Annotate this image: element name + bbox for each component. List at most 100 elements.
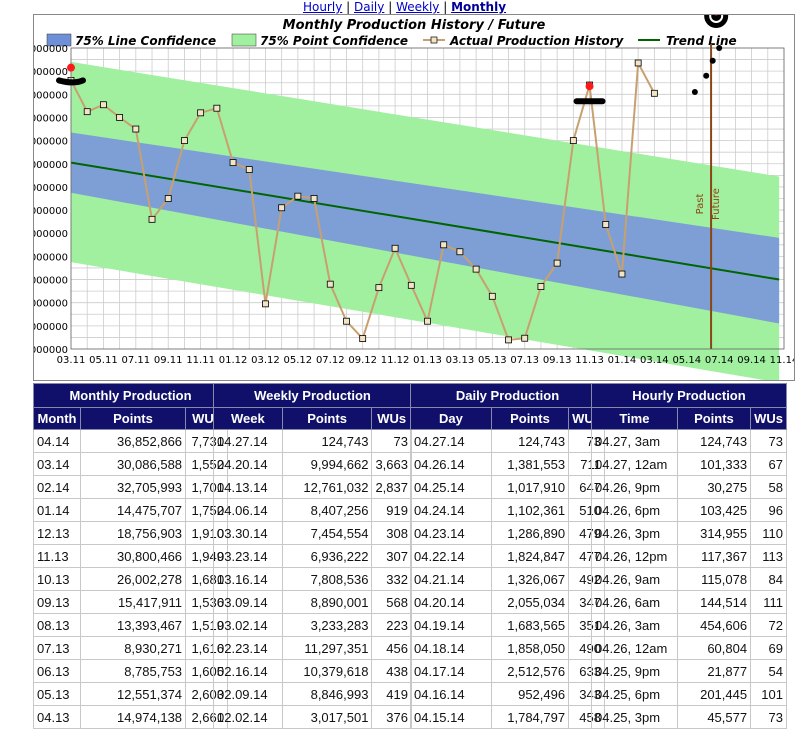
- actual-production-point: [424, 317, 431, 325]
- table-cell: 1,381,553: [490, 452, 570, 476]
- x-tick-label: 03.13: [446, 355, 475, 366]
- production-table-daily: Daily Production Day Points WUs 04.27.14 124,…: [410, 383, 605, 729]
- future-label: Future: [711, 188, 722, 220]
- table-row: 12.13 18,756,903 1,910: [33, 521, 228, 545]
- table-cell: 1,683,565: [490, 613, 570, 637]
- x-tick-label: 09.14: [737, 355, 766, 366]
- table-row: 03.23.14 6,936,222 307: [213, 544, 412, 568]
- table-cell: 7,808,536: [281, 567, 373, 591]
- actual-production-point: [245, 166, 253, 173]
- x-tick-label: 07.12: [316, 355, 345, 366]
- table-cell: 02.14: [33, 475, 81, 499]
- table-row: 04.25, 3pm 45,577 73: [591, 705, 787, 729]
- table-cell: 04.26, 6pm: [591, 498, 678, 522]
- actual-production-point: [618, 270, 626, 278]
- x-tick-label: 07.14: [705, 355, 734, 366]
- table-cell: 9,994,662: [281, 452, 373, 476]
- table-row: 04.27.14 124,743 73: [410, 429, 605, 453]
- table-cell: 73: [371, 429, 412, 453]
- highlight-marker: [585, 82, 594, 91]
- table-cell: 04.26, 6am: [591, 590, 678, 614]
- table-row: 04.17.14 2,512,576 633: [410, 659, 605, 683]
- x-tick-label: 01.13: [413, 355, 442, 366]
- x-axis: 03.11 05.11 07.11 09.11 11.11 01.12 03.12 05.12…: [57, 47, 798, 366]
- table-cell: 03.02.14: [213, 613, 283, 637]
- table-cell: 03.23.14: [213, 544, 283, 568]
- column-header: Points: [79, 407, 187, 430]
- plot-border: [70, 47, 785, 350]
- actual-production-point: [569, 137, 577, 144]
- table-cell: 04.25, 9pm: [591, 659, 678, 683]
- table-row: 06.13 8,785,753 1,605: [33, 659, 228, 683]
- tab-monthly[interactable]: Monthly: [451, 0, 507, 14]
- table-cell: 332: [371, 567, 412, 591]
- table-cell: 26,002,278: [79, 567, 187, 591]
- table-cell: 02.16.14: [213, 659, 283, 683]
- legend-label-trend-line: Trend Line: [666, 34, 737, 48]
- table-row: 04.26, 6pm 103,425 96: [591, 498, 787, 522]
- tab-daily[interactable]: Daily: [354, 0, 385, 14]
- table-row: 04.15.14 1,784,797 458: [410, 705, 605, 729]
- table-cell: 2,837: [371, 475, 412, 499]
- table-cell: 8,846,993: [281, 682, 373, 706]
- table-cell: 02.09.14: [213, 682, 283, 706]
- table-row: 04.23.14 1,286,890 479: [410, 521, 605, 545]
- x-tick-label: 01.14: [608, 355, 637, 366]
- actual-production-point: [343, 317, 350, 325]
- table-cell: 8,785,753: [79, 659, 187, 683]
- table-row: 02.02.14 3,017,501 376: [213, 705, 412, 729]
- table-cell: 6,936,222: [281, 544, 373, 568]
- table-cell: 14,475,707: [79, 498, 187, 522]
- actual-production-point: [278, 204, 286, 212]
- table-cell: 04.25.14: [410, 475, 492, 499]
- tab-hourly[interactable]: Hourly: [302, 0, 343, 14]
- table-cell: 84: [750, 567, 787, 591]
- table-cell: 04.17.14: [410, 659, 492, 683]
- table-cell: 223: [371, 613, 412, 637]
- legend-label-line-confidence: 75% Line Confidence: [75, 34, 216, 48]
- tab-separator: |: [346, 0, 351, 14]
- table-cell: 456: [371, 636, 412, 660]
- table-cell: 1,858,050: [490, 636, 570, 660]
- annotation-dot: [709, 57, 716, 64]
- table-row: 03.02.14 3,233,283 223: [213, 613, 412, 637]
- table-row: 04.26, 3am 454,606 72: [591, 613, 787, 637]
- table-cell: 04.06.14: [213, 498, 283, 522]
- table-cell: 03.14: [33, 452, 81, 476]
- table-cell: 03.09.14: [213, 590, 283, 614]
- table-cell: 09.13: [33, 590, 81, 614]
- actual-production-point: [83, 108, 91, 116]
- table-cell: 04.26, 12am: [591, 636, 678, 660]
- table-cell: 04.13: [33, 705, 81, 729]
- table-row: 04.21.14 1,326,067 492: [410, 567, 605, 591]
- x-tick-label: 09.11: [154, 355, 183, 366]
- legend-label-point-confidence: 75% Point Confidence: [260, 34, 408, 48]
- table-row: 01.14 14,475,707 1,752: [33, 498, 228, 522]
- table-row: 02.14 32,705,993 1,701: [33, 475, 228, 499]
- table-row: 03.09.14 8,890,001 568: [213, 590, 412, 614]
- actual-production-point: [262, 300, 269, 308]
- table-cell: 10,379,618: [281, 659, 373, 683]
- table-cell: 11.13: [33, 544, 81, 568]
- table-row: 04.16.14 952,496 343: [410, 682, 605, 706]
- table-row: 04.26, 6am 144,514 111: [591, 590, 787, 614]
- line-confidence-band: [71, 132, 780, 324]
- table-cell: 8,407,256: [281, 498, 373, 522]
- table-cell: 103,425: [676, 498, 752, 522]
- x-tick-label: 05.14: [672, 355, 701, 366]
- y-tick-label: 12000000: [34, 299, 68, 310]
- x-tick-label: 03.14: [640, 355, 669, 366]
- table-cell: 07.13: [33, 636, 81, 660]
- table-cell: 05.13: [33, 682, 81, 706]
- table-cell: 101: [750, 682, 787, 706]
- tab-weekly[interactable]: Weekly: [396, 0, 440, 14]
- actual-production-point: [456, 248, 464, 256]
- table-title: Monthly Production: [33, 383, 228, 408]
- x-tick-label: 03.12: [251, 355, 280, 366]
- table-row: 03.30.14 7,454,554 308: [213, 521, 412, 545]
- table-cell: 3,663: [371, 452, 412, 476]
- table-cell: 04.13.14: [213, 475, 283, 499]
- table-cell: 10.13: [33, 567, 81, 591]
- table-cell: 1,286,890: [490, 521, 570, 545]
- table-cell: 73: [750, 705, 787, 729]
